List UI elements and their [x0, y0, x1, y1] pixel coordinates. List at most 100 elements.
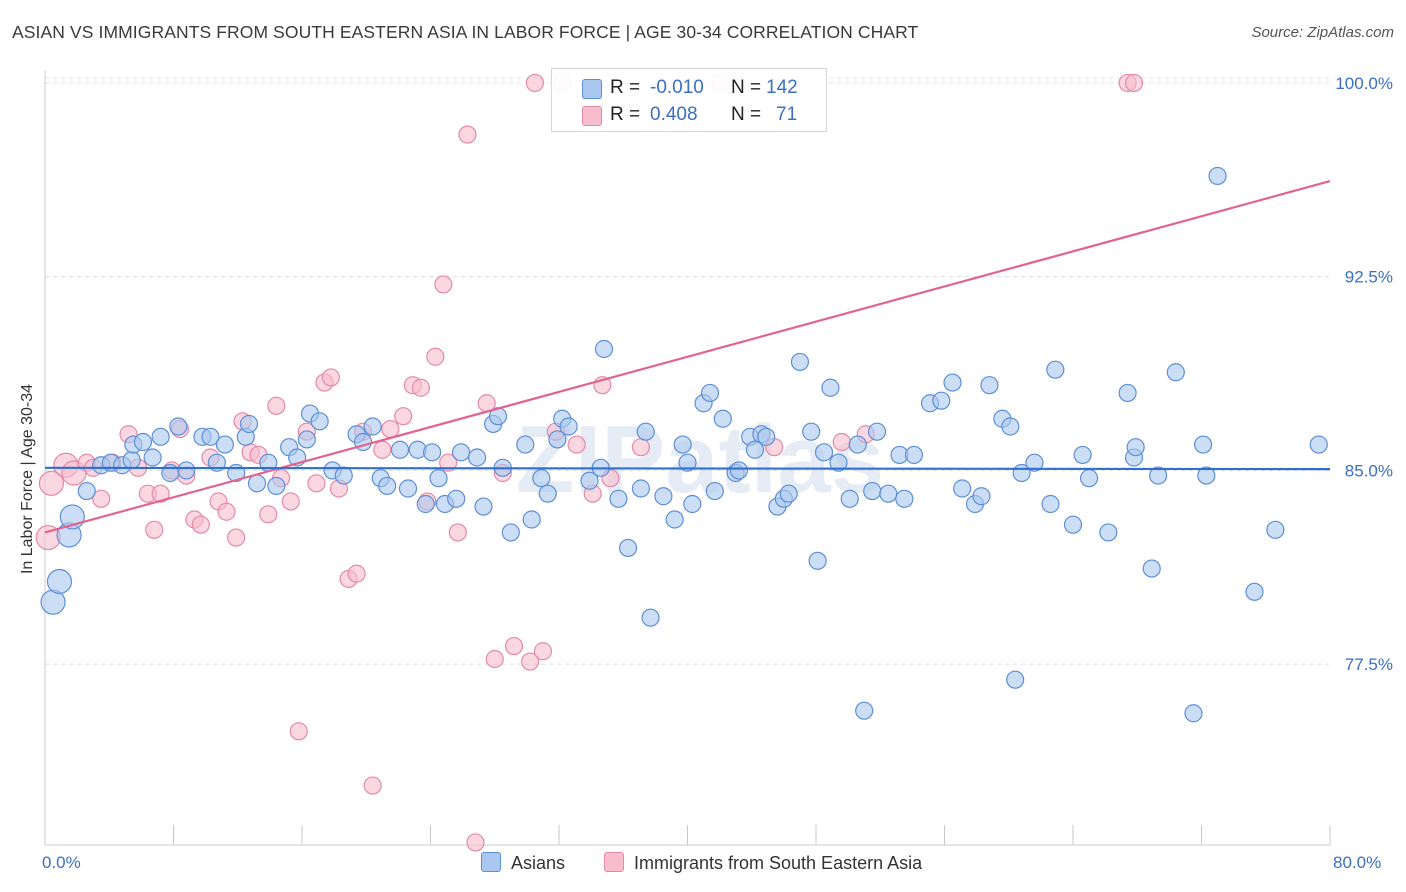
point-immigrants — [38, 470, 65, 496]
point-immigrants — [1124, 73, 1144, 93]
y-tick-label: 85.0% — [1345, 461, 1393, 480]
point-asians — [522, 510, 541, 529]
point-asians — [863, 481, 882, 501]
point-immigrants — [151, 484, 170, 503]
point-asians — [423, 443, 442, 462]
point-asians — [631, 479, 651, 498]
point-asians — [532, 469, 551, 488]
series-asians-points — [40, 166, 1328, 723]
point-asians — [808, 551, 827, 570]
point-asians — [548, 430, 567, 449]
legend-n-value: 71 — [776, 104, 798, 125]
point-asians — [713, 409, 732, 428]
source-note: Source: ZipAtlas.com — [1251, 24, 1394, 41]
point-asians — [779, 484, 798, 503]
x-tick-label-min: 0.0% — [42, 853, 81, 872]
point-asians — [143, 448, 162, 467]
point-asians — [538, 484, 557, 503]
point-asians — [151, 427, 170, 446]
point-asians — [1245, 582, 1264, 601]
point-asians — [201, 427, 220, 446]
point-asians — [1118, 383, 1137, 403]
bottom-legend-asians: Asians — [481, 852, 565, 874]
point-asians — [1001, 417, 1020, 436]
point-asians — [867, 422, 887, 441]
point-asians — [1166, 363, 1185, 382]
point-asians — [46, 568, 73, 595]
point-asians — [1073, 445, 1092, 465]
point-asians — [904, 445, 924, 465]
point-asians — [848, 435, 867, 454]
point-immigrants — [92, 489, 111, 508]
point-immigrants — [191, 515, 210, 534]
grid-lines — [45, 77, 1330, 665]
legend-r-label: R = — [610, 104, 641, 125]
point-asians — [683, 494, 702, 514]
bottom-legend-label-asians: Asians — [511, 853, 566, 873]
point-immigrants — [439, 453, 458, 472]
bottom-legend-swatch-immigrants — [604, 852, 624, 872]
point-asians — [297, 430, 316, 449]
point-immigrants — [307, 474, 326, 493]
point-asians — [705, 481, 724, 501]
point-asians — [267, 476, 286, 496]
point-asians — [215, 435, 234, 454]
legend-row-immigrants: R = 0.408 N = 71 — [552, 102, 826, 128]
point-immigrants — [504, 636, 524, 656]
legend-n-label: N = — [731, 77, 762, 98]
point-asians — [609, 489, 628, 508]
bottom-legend-immigrants: Immigrants from South Eastern Asia — [604, 852, 922, 874]
point-asians — [618, 538, 638, 558]
point-asians — [821, 378, 840, 397]
point-immigrants — [411, 378, 430, 397]
point-asians — [814, 443, 834, 462]
point-immigrants — [832, 432, 851, 452]
legend-r-label: R = — [610, 77, 641, 98]
point-immigrants — [267, 396, 286, 415]
point-asians — [678, 453, 697, 472]
point-asians — [580, 471, 599, 490]
point-asians — [673, 435, 692, 454]
point-asians — [729, 461, 749, 480]
point-asians — [1063, 515, 1083, 534]
point-asians — [429, 469, 448, 488]
point-asians — [1142, 559, 1161, 578]
point-immigrants — [145, 520, 164, 539]
point-asians — [474, 497, 493, 516]
bottom-legend-swatch-asians — [481, 852, 501, 872]
point-asians — [1046, 360, 1065, 379]
point-asians — [641, 608, 660, 627]
point-immigrants — [567, 435, 586, 454]
bottom-legend-label-immigrants: Immigrants from South Eastern Asia — [634, 853, 923, 873]
point-asians — [133, 432, 153, 452]
point-asians — [247, 474, 267, 493]
point-immigrants — [458, 125, 477, 144]
point-immigrants — [363, 776, 382, 795]
y-axis-label-wrap: In Labor Force | Age 30-34 — [18, 300, 40, 660]
point-asians — [1309, 435, 1328, 454]
point-immigrants — [381, 419, 400, 439]
point-immigrants — [426, 347, 445, 366]
point-immigrants — [259, 505, 278, 524]
point-asians — [1184, 704, 1203, 723]
point-asians — [390, 440, 410, 459]
point-immigrants — [434, 275, 453, 294]
point-asians — [665, 510, 684, 529]
point-asians — [953, 479, 972, 498]
point-immigrants — [485, 649, 504, 669]
point-asians — [77, 481, 96, 501]
point-asians — [879, 484, 898, 503]
point-asians — [416, 494, 435, 514]
point-immigrants — [631, 438, 651, 457]
point-asians — [398, 479, 418, 498]
correlation-legend: R = -0.010 N = 142 R = 0.408 N = 71 — [551, 68, 827, 132]
point-asians — [790, 352, 810, 372]
point-immigrants — [466, 833, 485, 852]
point-asians — [1041, 494, 1060, 514]
point-asians — [654, 487, 673, 506]
point-immigrants — [289, 722, 308, 741]
point-immigrants — [373, 440, 392, 459]
point-immigrants — [533, 642, 553, 661]
legend-n-label: N = — [731, 104, 762, 125]
